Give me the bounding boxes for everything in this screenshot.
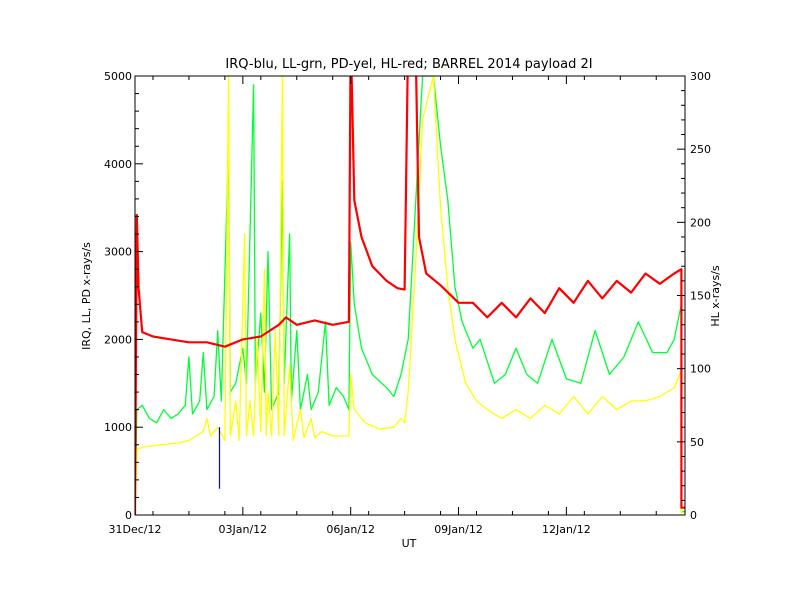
- y-axis-label-left: IRQ, LL, PD x-rays/s: [80, 242, 93, 350]
- series-line-hl: [135, 76, 685, 515]
- y-axis-label-right: HL x-rays/s: [709, 265, 722, 327]
- y-left-tick-label-5: 5000: [104, 70, 132, 83]
- y-right-tick-label-0: 0: [690, 509, 697, 522]
- chart-title: IRQ-blu, LL-grn, PD-yel, HL-red; BARREL …: [225, 57, 592, 72]
- series-line-pd: [135, 76, 685, 515]
- x-axis-label: UT: [402, 537, 417, 550]
- y-right-tick-label-4: 200: [690, 216, 711, 229]
- y-left-tick-label-2: 2000: [104, 333, 132, 346]
- x-tick-label-3: 09Jan/12: [434, 523, 483, 536]
- axes-layer: 0 1000 2000 3000 4000 5000 0 50 100 150 200 250 300 3…: [104, 70, 711, 536]
- y-left-tick-label-4: 4000: [104, 158, 132, 171]
- series-line-ll: [135, 76, 685, 515]
- y-right-tick-label-2: 100: [690, 363, 711, 376]
- y-left-tick-label-1: 1000: [104, 421, 132, 434]
- y-left-tick-label-0: 0: [125, 509, 132, 522]
- x-tick-label-0: 31Dec/12: [109, 523, 162, 536]
- y-right-tick-label-3: 150: [690, 290, 711, 303]
- y-right-tick-label-6: 300: [690, 70, 711, 83]
- y-right-tick-label-5: 250: [690, 143, 711, 156]
- series-layer: [135, 76, 685, 515]
- x-tick-label-2: 06Jan/12: [326, 523, 375, 536]
- y-left-tick-label-3: 3000: [104, 246, 132, 259]
- y-right-tick-label-1: 50: [690, 436, 704, 449]
- x-tick-label-1: 03Jan/12: [219, 523, 268, 536]
- x-tick-label-4: 12Jan/12: [542, 523, 591, 536]
